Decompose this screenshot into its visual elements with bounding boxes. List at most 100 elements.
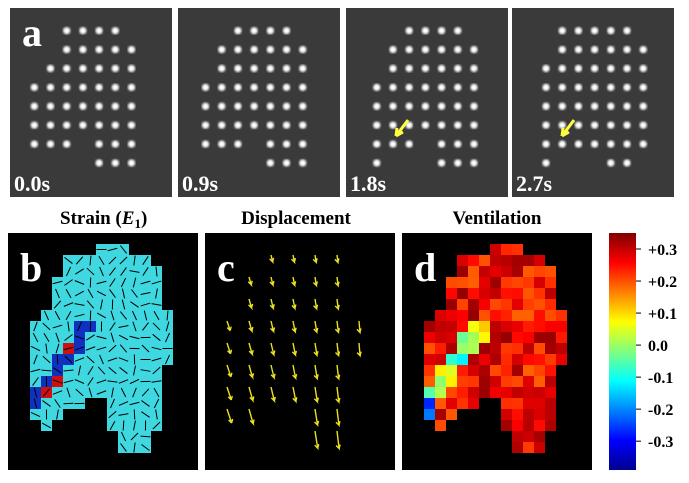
ventilation-cell bbox=[545, 299, 556, 310]
ventilation-cell bbox=[468, 299, 479, 310]
marker-dot bbox=[31, 103, 38, 110]
ventilation-cell bbox=[501, 387, 512, 398]
marker-dot bbox=[79, 84, 86, 91]
ventilation-cell bbox=[490, 277, 501, 288]
marker-dot bbox=[63, 103, 70, 110]
marker-dot bbox=[406, 65, 413, 72]
marker-dot bbox=[234, 65, 241, 72]
ventilation-cell bbox=[446, 299, 457, 310]
ventilation-cell bbox=[545, 266, 556, 277]
marker-dot bbox=[607, 103, 614, 110]
marker-dot bbox=[31, 140, 38, 147]
marker-dot bbox=[128, 103, 135, 110]
marker-dot bbox=[63, 84, 70, 91]
marker-dot bbox=[299, 84, 306, 91]
marker-dot bbox=[607, 27, 614, 34]
ventilation-cell bbox=[435, 310, 446, 321]
marker-dot bbox=[542, 65, 549, 72]
ventilation-cell bbox=[490, 310, 501, 321]
marker-dot bbox=[559, 84, 566, 91]
marker-dot bbox=[389, 84, 396, 91]
marker-dot bbox=[63, 122, 70, 129]
ventilation-cell bbox=[523, 321, 534, 332]
ventilation-cell bbox=[424, 365, 435, 376]
marker-dot bbox=[389, 65, 396, 72]
marker-dot bbox=[112, 65, 119, 72]
ventilation-cell bbox=[534, 288, 545, 299]
ventilation-cell bbox=[446, 409, 457, 420]
ventilation-cell bbox=[512, 343, 523, 354]
ventilation-cell bbox=[512, 277, 523, 288]
ventilation-cell bbox=[534, 420, 545, 431]
marker-dot bbox=[542, 159, 549, 166]
ventilation-cell bbox=[479, 277, 490, 288]
marker-dot bbox=[623, 122, 630, 129]
ventilation-cell bbox=[457, 343, 468, 354]
ventilation-cell bbox=[512, 288, 523, 299]
ventilation-cell bbox=[523, 288, 534, 299]
ventilation-cell bbox=[501, 266, 512, 277]
marker-dot bbox=[591, 84, 598, 91]
marker-dot bbox=[389, 140, 396, 147]
marker-dot bbox=[96, 46, 103, 53]
ventilation-cell bbox=[545, 321, 556, 332]
ventilation-cell bbox=[424, 332, 435, 343]
marker-dot bbox=[422, 65, 429, 72]
ventilation-cell bbox=[512, 420, 523, 431]
marker-dot bbox=[96, 27, 103, 34]
ventilation-cell bbox=[545, 310, 556, 321]
marker-dot bbox=[575, 140, 582, 147]
ventilation-cell bbox=[479, 387, 490, 398]
marker-dot bbox=[47, 140, 54, 147]
ventilation-cell bbox=[479, 376, 490, 387]
marker-dot bbox=[438, 84, 445, 91]
marker-dot bbox=[591, 46, 598, 53]
marker-dot bbox=[79, 103, 86, 110]
marker-dot bbox=[96, 103, 103, 110]
ventilation-cell bbox=[446, 288, 457, 299]
marker-dot bbox=[283, 46, 290, 53]
ventilation-cell bbox=[457, 354, 468, 365]
marker-dot bbox=[422, 27, 429, 34]
ventilation-cell bbox=[523, 266, 534, 277]
ventilation-cell bbox=[523, 277, 534, 288]
ventilation-cell bbox=[534, 354, 545, 365]
marker-dot bbox=[422, 84, 429, 91]
marker-dot bbox=[591, 103, 598, 110]
ventilation-cell bbox=[490, 387, 501, 398]
ventilation-cell bbox=[435, 343, 446, 354]
ventilation-cell bbox=[457, 387, 468, 398]
ventilation-cell bbox=[435, 420, 446, 431]
marker-dot bbox=[112, 84, 119, 91]
marker-dot bbox=[575, 65, 582, 72]
marker-dot bbox=[251, 65, 258, 72]
marker-dot bbox=[623, 103, 630, 110]
ventilation-cell bbox=[490, 266, 501, 277]
ventilation-cell bbox=[446, 277, 457, 288]
marker-dot bbox=[96, 122, 103, 129]
marker-dot bbox=[251, 46, 258, 53]
marker-dot bbox=[251, 103, 258, 110]
marker-dot bbox=[234, 46, 241, 53]
marker-dot bbox=[640, 140, 647, 147]
panel-label: b bbox=[20, 245, 42, 290]
marker-dot bbox=[640, 84, 647, 91]
ventilation-cell bbox=[501, 277, 512, 288]
marker-dot bbox=[63, 65, 70, 72]
ventilation-cell bbox=[435, 321, 446, 332]
marker-dot bbox=[575, 122, 582, 129]
column-title: Displacement bbox=[241, 208, 351, 229]
marker-dot bbox=[623, 46, 630, 53]
ventilation-cell bbox=[468, 321, 479, 332]
ventilation-cell bbox=[534, 431, 545, 442]
marker-dot bbox=[454, 122, 461, 129]
marker-dot bbox=[406, 103, 413, 110]
marker-dot bbox=[640, 46, 647, 53]
marker-dot bbox=[283, 84, 290, 91]
ventilation-cell bbox=[457, 255, 468, 266]
ventilation-cell bbox=[512, 310, 523, 321]
marker-dot bbox=[575, 103, 582, 110]
ventilation-cell bbox=[490, 288, 501, 299]
ventilation-cell bbox=[490, 365, 501, 376]
panel-label: d bbox=[414, 245, 436, 290]
